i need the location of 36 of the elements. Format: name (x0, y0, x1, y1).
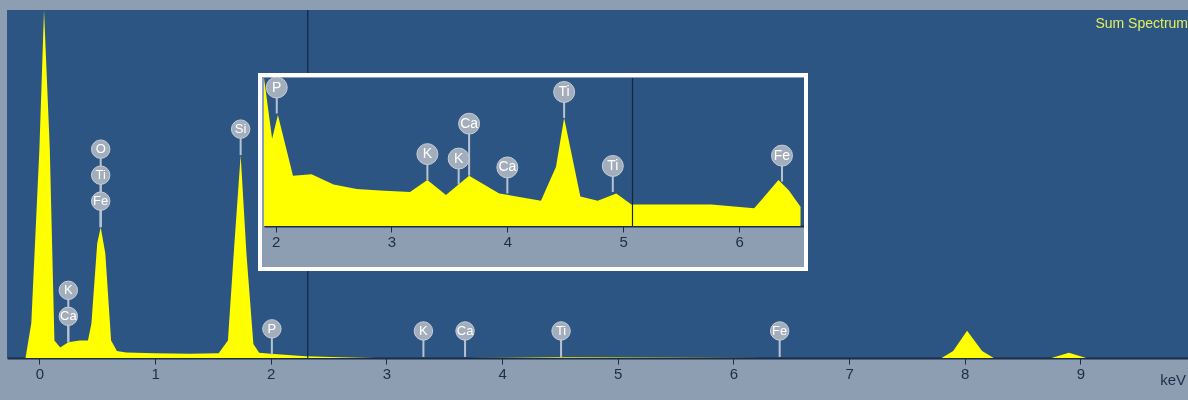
x-tick-label: 2 (271, 232, 281, 250)
annotation: K (63, 282, 73, 298)
annotation: Ca (456, 322, 475, 338)
x-tick-label: 5 (614, 364, 623, 382)
annotation: Fe (773, 146, 791, 163)
annotation: Ti (95, 167, 106, 183)
annotation: Ca (498, 158, 517, 175)
annotation: P (267, 320, 277, 336)
annotation: K (419, 322, 429, 338)
annotation: K (422, 145, 433, 162)
x-axis-title: keV (1160, 371, 1186, 388)
x-tick-label: 2 (267, 364, 276, 382)
annotation: Fe (93, 193, 109, 209)
x-tick-label: 3 (387, 232, 397, 250)
x-tick-label: 0 (35, 364, 45, 382)
x-tick-label: 3 (382, 364, 392, 382)
annotation: Ti (555, 322, 567, 338)
annotation: Ti (607, 156, 619, 173)
x-tick-label: 4 (498, 364, 507, 382)
annotation: Ca (460, 114, 479, 131)
x-tick-label: 5 (619, 232, 628, 250)
annotation: K (454, 149, 465, 166)
chart-title: Sum Spectrum (1095, 15, 1188, 32)
x-tick-label: 7 (845, 364, 854, 382)
annotation: O (95, 141, 106, 157)
x-tick-label: 8 (961, 364, 970, 382)
annotation: Si (234, 121, 247, 137)
x-tick-label: 9 (1076, 364, 1086, 382)
x-tick-label: 6 (729, 364, 739, 382)
annotation: Ti (558, 82, 570, 99)
x-tick-label: 4 (503, 232, 513, 250)
annotation: P (272, 78, 282, 95)
x-tick-label: 6 (735, 232, 744, 250)
x-tick-label: 1 (151, 364, 160, 382)
annotation: Ca (59, 308, 78, 324)
annotation: Fe (772, 322, 788, 338)
